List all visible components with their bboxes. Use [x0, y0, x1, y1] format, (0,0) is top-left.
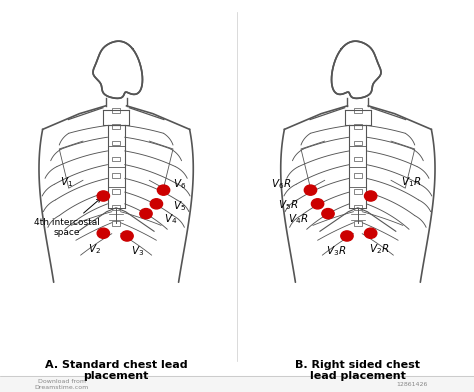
- Text: $V_{5}$: $V_{5}$: [173, 199, 186, 213]
- Bar: [354, 124, 362, 129]
- Bar: [112, 141, 120, 145]
- Text: $V_{3}$: $V_{3}$: [131, 244, 144, 258]
- Circle shape: [150, 199, 163, 209]
- Circle shape: [322, 209, 334, 219]
- Text: 12861426: 12861426: [397, 382, 428, 387]
- Text: 4th intercostal
space: 4th intercostal space: [34, 198, 100, 237]
- Text: B. Right sided chest
lead placement: B. Right sided chest lead placement: [295, 359, 420, 381]
- Bar: [354, 157, 362, 162]
- Text: Download from
Dreamstime.com: Download from Dreamstime.com: [35, 379, 89, 390]
- Text: $V_{6}$: $V_{6}$: [173, 177, 186, 191]
- Bar: [0, 376, 474, 392]
- Bar: [112, 221, 120, 226]
- Bar: [112, 189, 120, 194]
- Text: $V_{2}$: $V_{2}$: [88, 242, 101, 256]
- Text: $V_{5}R$: $V_{5}R$: [278, 198, 299, 212]
- Circle shape: [97, 228, 109, 238]
- Circle shape: [365, 228, 377, 238]
- Circle shape: [140, 209, 152, 219]
- Bar: [354, 189, 362, 194]
- Bar: [354, 205, 362, 210]
- Polygon shape: [93, 41, 143, 98]
- Circle shape: [157, 185, 170, 195]
- Text: $V_{3}R$: $V_{3}R$: [327, 244, 346, 258]
- Circle shape: [304, 185, 317, 195]
- Text: $V_{1}R$: $V_{1}R$: [401, 175, 421, 189]
- Bar: [112, 124, 120, 129]
- Circle shape: [365, 191, 377, 201]
- Text: $V_{1}$: $V_{1}$: [60, 175, 73, 189]
- Bar: [354, 141, 362, 145]
- Polygon shape: [331, 41, 381, 98]
- Text: $V_{2}R$: $V_{2}R$: [369, 242, 389, 256]
- Bar: [354, 173, 362, 178]
- Circle shape: [341, 231, 353, 241]
- Bar: [112, 173, 120, 178]
- Bar: [354, 221, 362, 226]
- Bar: [354, 108, 362, 113]
- Bar: [112, 157, 120, 162]
- Text: $V_{6}R$: $V_{6}R$: [271, 177, 292, 191]
- Bar: [112, 205, 120, 210]
- Text: $V_{4}$: $V_{4}$: [164, 212, 177, 227]
- Text: A. Standard chest lead
placement: A. Standard chest lead placement: [45, 359, 187, 381]
- Circle shape: [121, 231, 133, 241]
- Bar: [112, 108, 120, 113]
- Circle shape: [311, 199, 324, 209]
- Text: $V_{4}R$: $V_{4}R$: [288, 212, 308, 227]
- Circle shape: [97, 191, 109, 201]
